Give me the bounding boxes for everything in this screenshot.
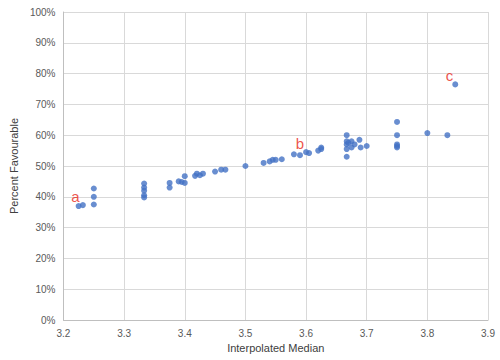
svg-text:50%: 50% <box>35 161 55 172</box>
svg-text:60%: 60% <box>35 130 55 141</box>
svg-text:c: c <box>446 67 454 84</box>
svg-text:10%: 10% <box>35 284 55 295</box>
svg-text:3.5: 3.5 <box>238 328 252 339</box>
svg-text:Interpolated Median: Interpolated Median <box>227 342 324 354</box>
svg-text:70%: 70% <box>35 99 55 110</box>
svg-text:3.2: 3.2 <box>57 328 71 339</box>
svg-text:3.3: 3.3 <box>117 328 131 339</box>
svg-text:b: b <box>296 135 304 152</box>
svg-text:3.9: 3.9 <box>481 328 495 339</box>
svg-text:a: a <box>71 188 80 205</box>
svg-text:3.4: 3.4 <box>178 328 192 339</box>
svg-text:Percent Favourable: Percent Favourable <box>8 118 20 214</box>
svg-text:3.8: 3.8 <box>420 328 434 339</box>
svg-text:90%: 90% <box>35 37 55 48</box>
svg-text:20%: 20% <box>35 253 55 264</box>
svg-text:3.6: 3.6 <box>299 328 313 339</box>
svg-text:80%: 80% <box>35 68 55 79</box>
svg-text:3.7: 3.7 <box>360 328 374 339</box>
svg-text:0%: 0% <box>41 315 56 326</box>
svg-text:40%: 40% <box>35 191 55 202</box>
svg-text:30%: 30% <box>35 222 55 233</box>
svg-text:100%: 100% <box>30 7 56 18</box>
